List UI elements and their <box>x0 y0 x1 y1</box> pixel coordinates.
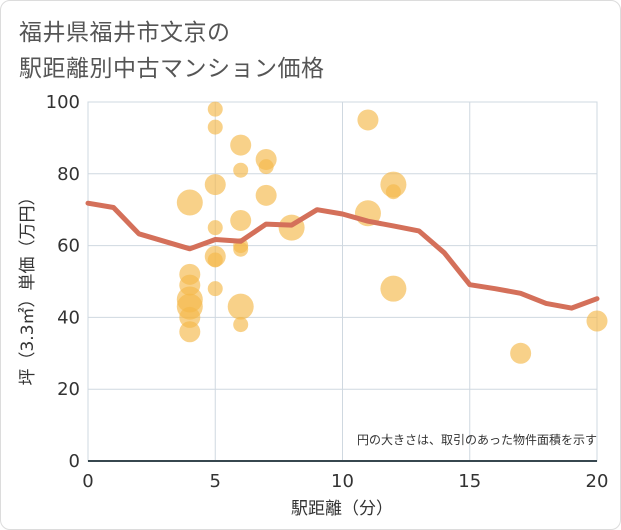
y-tick-label: 60 <box>57 236 80 257</box>
y-tick-label: 100 <box>46 92 80 113</box>
bubble-point <box>380 275 407 302</box>
bubble-point <box>258 159 274 175</box>
size-annotation: 円の大きさは、取引のあった物件面積を示す <box>357 432 597 447</box>
bubble-point <box>255 184 277 206</box>
x-axis-title: 駅距離（分） <box>291 499 393 519</box>
chart-title-line2: 駅距離別中古マンション価格 <box>19 56 325 82</box>
tick-labels: 0 5 10 15 20 0 20 40 60 80 100 <box>46 92 609 492</box>
bubble-point <box>176 189 203 216</box>
x-tick-label: 5 <box>210 471 221 492</box>
x-tick-label: 15 <box>458 471 481 492</box>
y-tick-label: 0 <box>69 451 80 472</box>
average-price-line <box>85 200 600 311</box>
average-line-series <box>85 200 600 311</box>
bubble-point <box>227 293 254 320</box>
bubble-point <box>179 321 201 343</box>
y-tick-label: 40 <box>57 307 80 328</box>
bubble-point <box>233 162 249 178</box>
bubble-point <box>207 101 223 117</box>
bubble-series <box>176 101 608 364</box>
bubble-point <box>207 252 223 268</box>
bubble-point <box>357 109 379 131</box>
bubble-point <box>385 184 401 200</box>
grid-lines <box>87 101 598 462</box>
chart-title: 福井県福井市文京の 駅距離別中古マンション価格 <box>19 15 325 87</box>
bubble-point <box>204 174 226 196</box>
bubble-point <box>233 241 249 257</box>
x-tick-label: 20 <box>586 471 609 492</box>
x-tick-label: 10 <box>331 471 354 492</box>
bubble-point <box>230 134 252 156</box>
bubble-point <box>230 209 252 231</box>
y-tick-label: 80 <box>57 164 80 185</box>
chart-title-line1: 福井県福井市文京の <box>19 20 231 46</box>
bubble-point <box>510 342 532 364</box>
bubble-point <box>207 281 223 297</box>
y-axis-title: 坪（3.3㎡）単価（万円） <box>18 188 38 385</box>
bubble-point <box>207 220 223 236</box>
bubble-point <box>233 317 249 333</box>
bubble-point <box>586 310 608 332</box>
y-tick-label: 20 <box>57 379 80 400</box>
x-tick-label: 0 <box>82 471 93 492</box>
bubble-point <box>207 119 223 135</box>
bubble-point <box>179 306 201 328</box>
